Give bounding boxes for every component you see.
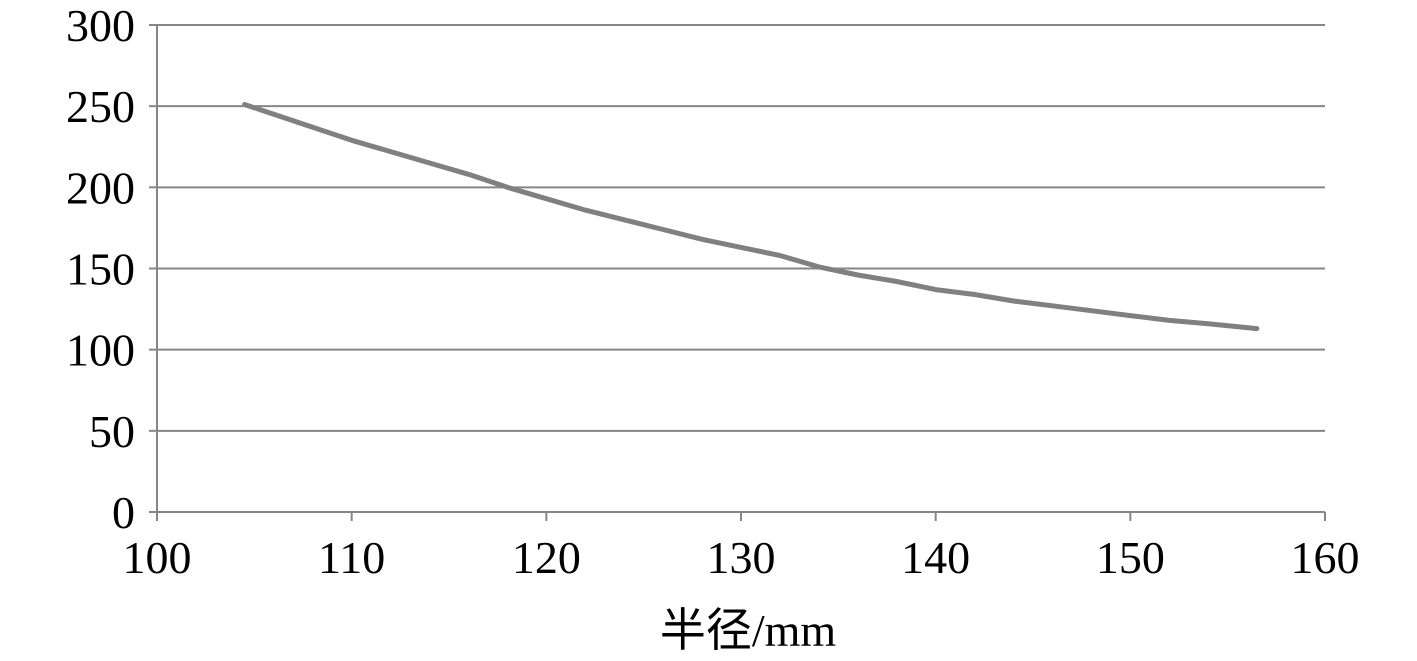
gridlines	[157, 24, 1325, 432]
y-tick-label: 300	[66, 0, 135, 51]
series-layer	[242, 102, 1260, 332]
x-tick-label: 120	[512, 532, 581, 583]
axes	[149, 24, 1326, 521]
x-tick-label: 130	[707, 532, 776, 583]
x-tick-label: 150	[1096, 532, 1165, 583]
x-tick-labels: 100 110 120 130 140 150 160	[123, 532, 1360, 583]
x-tick-label: 140	[901, 532, 970, 583]
x-axis-title: 半径/mm	[660, 605, 837, 656]
y-tick-label: 150	[66, 244, 135, 295]
y-tick-label: 200	[66, 162, 135, 213]
y-tick-label: 50	[89, 406, 135, 457]
y-tick-labels: 0 50 100 150 200 250 300	[66, 0, 135, 538]
series-line-0	[242, 102, 1260, 332]
x-tick-label: 110	[318, 532, 385, 583]
x-tick-label: 160	[1291, 532, 1360, 583]
x-tick-label: 100	[123, 532, 192, 583]
y-tick-label: 250	[66, 81, 135, 132]
y-tick-label: 0	[112, 487, 135, 538]
y-tick-label: 100	[66, 325, 135, 376]
